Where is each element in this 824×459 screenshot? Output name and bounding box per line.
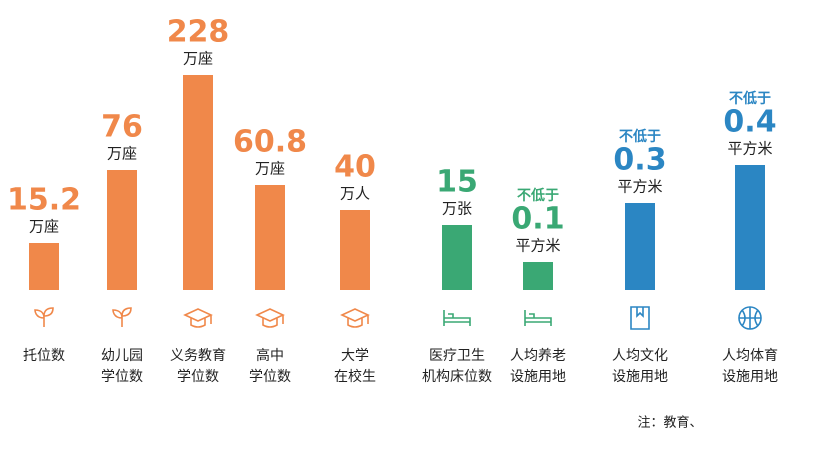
label: 大学 — [341, 348, 369, 364]
icon — [524, 310, 552, 326]
value: 15.2 — [7, 183, 81, 218]
icon-shape — [340, 308, 370, 328]
icon — [340, 308, 370, 328]
label: 机构床位数 — [422, 369, 492, 385]
label: 学位数 — [249, 369, 291, 385]
icon-shape — [183, 308, 213, 328]
value: 0.3 — [613, 143, 666, 178]
label: 在校生 — [334, 368, 376, 385]
value: 228 — [167, 15, 230, 50]
label: 人均养老 — [510, 348, 566, 364]
icon-shape — [443, 310, 471, 326]
unit: 平方米 — [617, 178, 662, 196]
bar — [523, 262, 553, 290]
label: 学位数 — [177, 369, 219, 385]
value: 0.1 — [511, 202, 564, 237]
icon-shape — [630, 306, 650, 330]
label: 设施用地 — [510, 369, 566, 385]
icon — [34, 307, 54, 327]
bar — [107, 170, 137, 290]
unit: 平方米 — [515, 237, 560, 255]
value: 40 — [334, 150, 376, 185]
icon — [443, 310, 471, 326]
icon — [183, 308, 213, 328]
icon — [738, 306, 762, 330]
note: 注：教育、 — [637, 415, 702, 431]
prefix: 不低于 — [619, 128, 661, 145]
unit: 万人 — [340, 185, 370, 203]
bar — [442, 225, 472, 290]
label: 托位数 — [23, 348, 65, 364]
bar — [340, 210, 370, 290]
value: 15 — [436, 165, 478, 200]
bar — [29, 243, 59, 290]
value: 60.8 — [233, 125, 307, 160]
label: 幼儿园 — [101, 348, 143, 364]
icon — [630, 306, 650, 330]
bar — [735, 165, 765, 290]
unit: 万座 — [255, 160, 285, 178]
unit: 万座 — [183, 50, 213, 68]
bar — [183, 75, 213, 290]
label: 医疗卫生 — [429, 348, 485, 364]
unit: 万张 — [442, 200, 472, 218]
prefix: 不低于 — [517, 187, 559, 204]
label: 高中 — [256, 347, 284, 364]
label: 人均文化 — [612, 348, 668, 364]
icon-shape — [524, 310, 552, 326]
icon — [112, 307, 132, 327]
unit: 万座 — [107, 145, 137, 163]
label: 设施用地 — [612, 369, 668, 385]
icon-shape — [739, 307, 761, 329]
label: 设施用地 — [722, 369, 778, 385]
bar — [255, 185, 285, 290]
prefix: 不低于 — [729, 90, 771, 107]
unit: 万座 — [29, 218, 59, 236]
icon-shape — [112, 307, 132, 327]
value: 0.4 — [723, 105, 776, 140]
value: 76 — [101, 110, 143, 145]
label: 人均体育 — [722, 348, 778, 364]
label: 义务教育 — [170, 348, 226, 364]
icon-shape — [255, 308, 285, 328]
icon-shape — [34, 307, 54, 327]
bar — [625, 203, 655, 290]
icon — [255, 308, 285, 328]
label: 学位数 — [101, 369, 143, 385]
unit: 平方米 — [727, 140, 772, 158]
